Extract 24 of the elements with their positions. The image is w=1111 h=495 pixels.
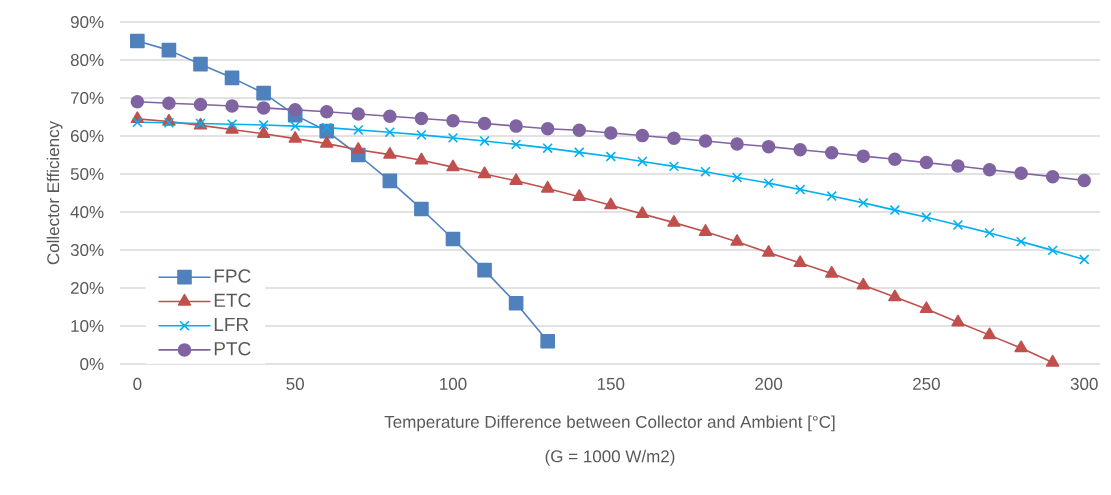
y-tick-label: 40% xyxy=(70,205,104,219)
x-tick-label: 250 xyxy=(913,377,940,390)
x-tick-label: 300 xyxy=(1070,377,1098,390)
x-tick-label: 50 xyxy=(286,377,304,390)
y-tick-label: 80% xyxy=(70,53,104,67)
y-axis-title: Collector Efficiency xyxy=(46,120,63,265)
legend-label: ETC xyxy=(214,293,251,308)
y-tick-label: 30% xyxy=(70,243,104,257)
text: (G = 1000 W/m2) xyxy=(545,449,675,466)
x-tick-label: 0 xyxy=(133,377,142,390)
legend-label: LFR xyxy=(214,317,249,331)
x-tick-label: 100 xyxy=(440,377,467,390)
y-tick-label: 10% xyxy=(71,319,104,333)
y-tick-label: 50% xyxy=(70,167,104,181)
y-tick-label: 0% xyxy=(80,357,104,371)
legend-label: FPC xyxy=(214,269,251,283)
x-tick-label: 200 xyxy=(755,377,783,390)
y-tick-label: 90% xyxy=(70,15,104,29)
x-tick-label: 150 xyxy=(597,377,625,390)
y-tick-label: 20% xyxy=(70,281,104,295)
x-axis-title: Temperature Difference between Collector and Ambient [°C] xyxy=(384,415,835,432)
y-tick-label: 60% xyxy=(70,129,104,143)
legend-label: PTC xyxy=(214,341,251,356)
y-tick-label: 70% xyxy=(70,91,104,105)
